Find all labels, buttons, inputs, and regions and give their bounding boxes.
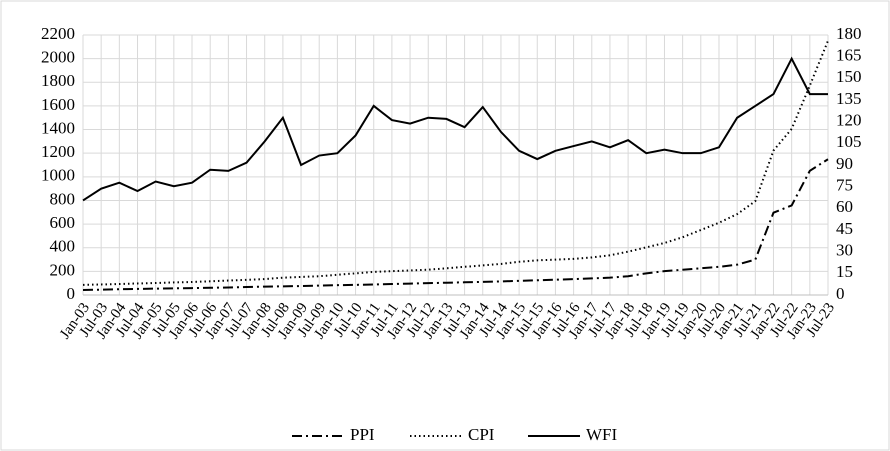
y-tick-label: 1800	[41, 71, 75, 90]
y2-tick-label: 30	[836, 241, 853, 260]
legend-label: PPI	[350, 425, 375, 444]
y2-tick-label: 150	[836, 67, 862, 86]
y-tick-label: 600	[50, 213, 76, 232]
y-tick-label: 1200	[41, 142, 75, 161]
y2-tick-label: 120	[836, 111, 862, 130]
y-tick-label: 0	[67, 284, 76, 303]
y2-tick-label: 165	[836, 46, 862, 65]
y2-tick-label: 90	[836, 154, 853, 173]
y-tick-label: 2000	[41, 48, 75, 67]
y2-tick-label: 105	[836, 132, 862, 151]
y2-tick-label: 135	[836, 89, 862, 108]
y2-tick-label: 75	[836, 176, 853, 195]
y2-tick-label: 45	[836, 219, 853, 238]
y-tick-label: 1000	[41, 166, 75, 185]
y-tick-label: 2200	[41, 24, 75, 43]
y2-tick-label: 0	[836, 284, 845, 303]
series-line	[82, 158, 829, 291]
y-tick-label: 1600	[41, 95, 75, 114]
series-line	[82, 40, 829, 286]
series-line	[82, 56, 828, 202]
y-tick-label: 1400	[41, 118, 75, 137]
y2-tick-label: 180	[836, 24, 862, 43]
y2-tick-label: 15	[836, 262, 853, 281]
y2-tick-label: 60	[836, 197, 853, 216]
legend-label: CPI	[468, 425, 495, 444]
legend-label: WFI	[586, 425, 618, 444]
y-tick-label: 400	[50, 237, 76, 256]
y-tick-label: 800	[50, 189, 76, 208]
y-tick-label: 200	[50, 260, 76, 279]
